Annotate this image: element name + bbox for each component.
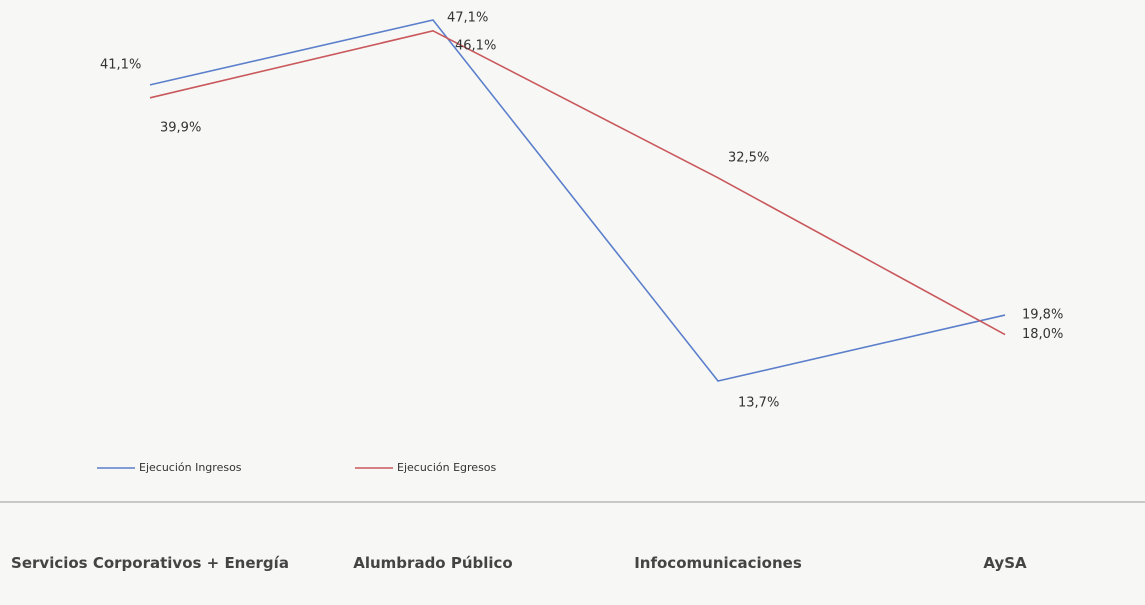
- legend-label: Ejecución Ingresos: [139, 461, 242, 474]
- x-tick-label: AySA: [983, 554, 1027, 572]
- line: [149, 19, 1006, 382]
- data-label: 47,1%: [447, 11, 488, 26]
- data-label: 32,5%: [728, 150, 769, 165]
- legend-label: Ejecución Egresos: [397, 461, 497, 474]
- x-tick-label: Alumbrado Público: [353, 554, 513, 572]
- x-tick-label: Servicios Corporativos + Energía: [11, 554, 289, 572]
- line: [149, 29, 1006, 336]
- data-label: 13,7%: [738, 396, 779, 411]
- data-label: 39,9%: [160, 120, 201, 135]
- x-tick-label: Infocomunicaciones: [634, 554, 802, 572]
- data-label: 19,8%: [1022, 308, 1063, 323]
- data-label: 18,0%: [1022, 327, 1063, 342]
- data-label: 46,1%: [455, 38, 496, 53]
- data-label: 41,1%: [100, 57, 141, 72]
